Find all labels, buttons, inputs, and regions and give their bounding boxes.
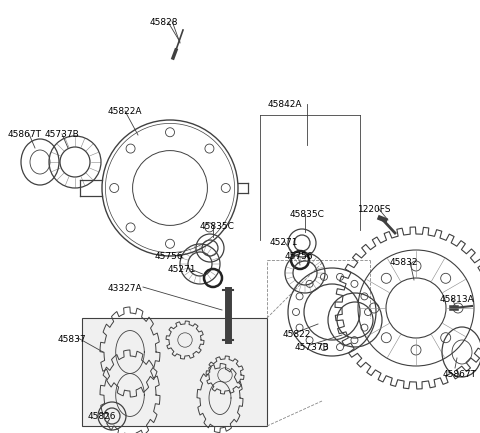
Text: 45842A: 45842A	[268, 100, 302, 109]
Text: 43327A: 43327A	[108, 284, 143, 293]
Text: 45822: 45822	[283, 330, 312, 339]
Bar	[82, 318, 267, 426]
Text: 45867T: 45867T	[443, 370, 477, 379]
Text: 1220FS: 1220FS	[358, 205, 392, 214]
Text: 45756: 45756	[285, 252, 313, 261]
Text: 45835C: 45835C	[290, 210, 325, 219]
Text: 45828: 45828	[150, 18, 179, 27]
Text: 45271: 45271	[168, 265, 196, 274]
Text: 45737B: 45737B	[295, 343, 330, 352]
Text: 45756: 45756	[155, 252, 184, 261]
Text: 45271: 45271	[270, 238, 299, 247]
Text: 45813A: 45813A	[440, 295, 475, 304]
Text: 45822A: 45822A	[108, 107, 143, 116]
Text: 45837: 45837	[58, 335, 86, 344]
Text: 45826: 45826	[88, 412, 117, 421]
Text: 45835C: 45835C	[200, 222, 235, 231]
Text: 45867T: 45867T	[8, 130, 42, 139]
Text: 45832: 45832	[390, 258, 419, 267]
Text: 45737B: 45737B	[45, 130, 80, 139]
